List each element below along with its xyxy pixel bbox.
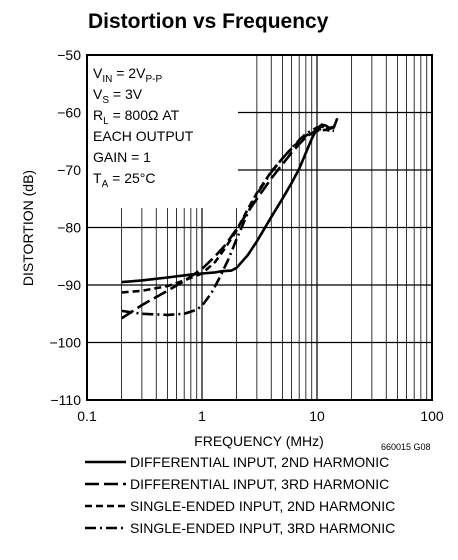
x-tick-label: 10 xyxy=(309,408,325,424)
condition-line: TA = 25°C xyxy=(93,170,155,190)
x-axis-label: FREQUENCY (MHz) xyxy=(194,433,324,449)
y-axis-label: DISTORTION (dB) xyxy=(20,170,36,286)
series-line-3 xyxy=(121,128,335,294)
series-lines xyxy=(120,117,339,320)
y-tick-label: −90 xyxy=(57,277,81,293)
y-tick-label: −110 xyxy=(51,392,82,408)
legend-label: DIFFERENTIAL INPUT, 2ND HARMONIC xyxy=(130,454,389,470)
condition-line: EACH OUTPUT xyxy=(93,128,194,144)
legend-label: SINGLE-ENDED INPUT, 2ND HARMONIC xyxy=(130,498,395,514)
y-tick-label: −60 xyxy=(57,105,81,121)
x-tick-label: 100 xyxy=(420,408,444,424)
condition-line: VIN = 2VP-P xyxy=(93,65,162,85)
legend: DIFFERENTIAL INPUT, 2ND HARMONIC DIFFEREN… xyxy=(85,454,395,536)
y-tick-label: −80 xyxy=(57,220,81,236)
series-line-4 xyxy=(121,125,335,317)
x-tick-label: 0.1 xyxy=(77,408,97,424)
figure-id: 660015 G08 xyxy=(381,442,431,452)
conditions-box xyxy=(87,55,238,208)
condition-line: GAIN = 1 xyxy=(93,149,151,165)
legend-label: DIFFERENTIAL INPUT, 3RD HARMONIC xyxy=(130,476,389,492)
y-tick-label: −50 xyxy=(57,47,81,63)
legend-label: SINGLE-ENDED INPUT, 3RD HARMONIC xyxy=(130,520,395,536)
condition-line: VS = 3V xyxy=(93,86,143,106)
condition-line: RL = 800Ω AT xyxy=(93,107,180,127)
y-tick-label: −70 xyxy=(57,162,81,178)
y-tick-label: −100 xyxy=(49,335,81,351)
x-tick-label: 1 xyxy=(198,408,206,424)
plot-frame xyxy=(86,54,433,401)
chart-title: Distortion vs Frequency xyxy=(88,10,329,33)
